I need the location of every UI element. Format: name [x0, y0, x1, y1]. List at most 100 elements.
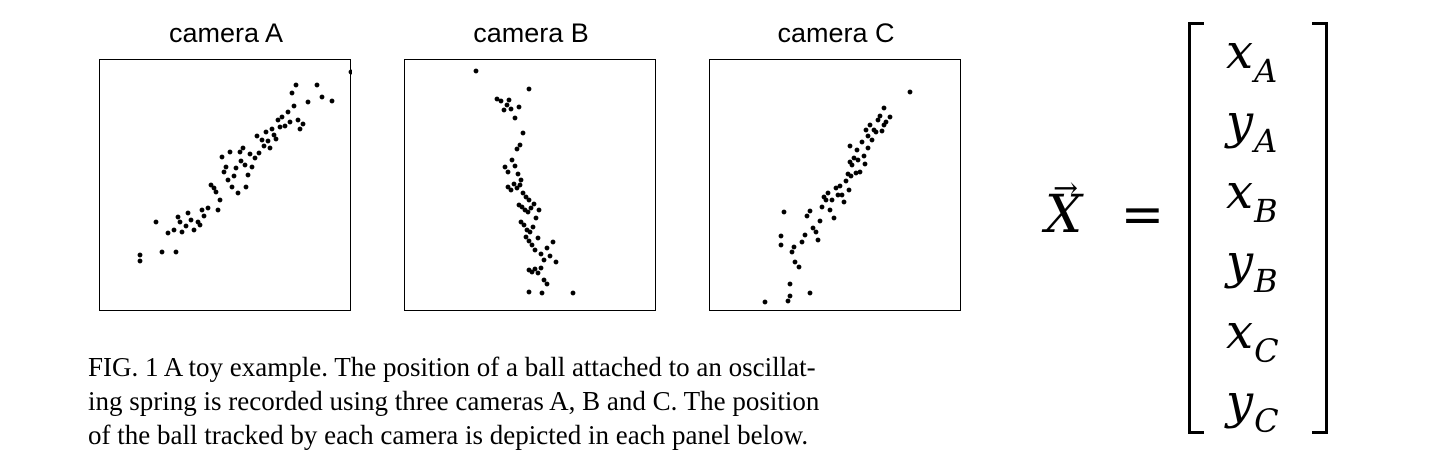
scatter-point	[175, 214, 181, 220]
scatter-point	[177, 219, 183, 225]
scatter-point	[512, 115, 518, 121]
scatter-point	[199, 207, 205, 213]
scatter-point	[508, 187, 514, 193]
scatter-point	[873, 129, 879, 135]
scatter-point	[523, 194, 529, 200]
scatter-point	[531, 201, 537, 207]
scatter-point	[273, 136, 279, 142]
scatter-point	[277, 124, 283, 130]
entry-sub: B	[1254, 262, 1278, 300]
scatter-point	[865, 145, 871, 151]
scatter-point	[807, 290, 813, 296]
scatter-point	[825, 190, 831, 196]
scatter-point	[529, 242, 535, 248]
scatter-point	[802, 232, 808, 238]
scatter-point	[233, 165, 239, 171]
scatter-point	[297, 126, 303, 132]
scatter-panel-camera-b	[404, 59, 656, 311]
scatter-point	[505, 169, 511, 175]
scatter-point	[762, 299, 768, 305]
vector-letter: X	[1045, 185, 1083, 245]
scatter-point	[287, 119, 293, 125]
scatter-point	[541, 257, 547, 263]
scatter-point	[240, 145, 246, 151]
scatter-point	[536, 207, 542, 213]
scatter-point	[518, 177, 524, 183]
scatter-point	[269, 126, 275, 132]
scatter-point	[275, 117, 281, 123]
scatter-point	[314, 82, 320, 88]
scatter-point	[520, 130, 526, 136]
scatter-point	[285, 109, 291, 115]
entry-sub: A	[1254, 122, 1278, 160]
scatter-point	[778, 242, 784, 248]
scatter-point	[305, 99, 311, 105]
vector-entry-ya: yA	[1226, 94, 1277, 160]
scatter-point	[829, 197, 835, 203]
scatter-point	[861, 153, 867, 159]
panel-title-camera-b: camera B	[473, 18, 589, 48]
scatter-point	[267, 145, 273, 151]
scatter-point	[533, 215, 539, 221]
scatter-point	[854, 147, 860, 153]
scatter-point	[544, 245, 550, 251]
scatter-point	[509, 157, 515, 163]
scatter-panel-camera-c	[709, 59, 961, 311]
scatter-point	[514, 146, 520, 152]
scatter-point	[778, 233, 784, 239]
scatter-point	[887, 114, 893, 120]
scatter-point	[846, 187, 852, 193]
scatter-point	[787, 281, 793, 287]
scatter-point	[791, 244, 797, 250]
scatter-point	[847, 143, 853, 149]
scatter-point	[504, 102, 510, 108]
scatter-point	[247, 151, 253, 157]
scatter-point	[819, 204, 825, 210]
panel-title-camera-a: camera A	[168, 18, 284, 48]
scatter-point	[219, 154, 225, 160]
scatter-point	[863, 127, 869, 133]
scatter-point	[837, 183, 843, 189]
scatter-point	[521, 222, 527, 228]
entry-sub: B	[1254, 192, 1278, 230]
scatter-point	[792, 259, 798, 265]
entry-var: x	[1226, 304, 1254, 360]
scatter-point	[502, 164, 508, 170]
scatter-point	[527, 229, 533, 235]
scatter-point	[271, 132, 277, 138]
vector-entry-xb: xB	[1226, 164, 1278, 230]
scatter-point	[570, 290, 576, 296]
scatter-point	[265, 138, 271, 144]
scatter-point	[165, 230, 171, 236]
scatter-point	[215, 207, 221, 213]
scatter-point	[841, 199, 847, 205]
scatter-point	[526, 197, 532, 203]
scatter-point	[517, 142, 523, 148]
scatter-point	[526, 289, 532, 295]
scatter-point	[217, 197, 223, 203]
equation-lhs: → X =	[1045, 171, 1164, 245]
vector-entry-xc: xC	[1226, 304, 1279, 370]
scatter-point	[520, 190, 526, 196]
scatter-point	[539, 290, 545, 296]
scatter-plot-camera-c	[762, 89, 913, 305]
scatter-point	[498, 98, 504, 104]
scatter-point	[831, 215, 837, 221]
scatter-point	[544, 281, 550, 287]
scatter-point	[137, 258, 143, 264]
scatter-point	[853, 170, 859, 176]
scatter-point	[256, 150, 262, 156]
scatter-point	[291, 103, 297, 109]
scatter-point	[528, 205, 534, 211]
scatter-point	[519, 204, 525, 210]
scatter-point	[201, 213, 207, 219]
left-bracket	[1188, 22, 1204, 434]
figure-caption: FIG. 1 A toy example. The position of a …	[88, 350, 988, 452]
scatter-point	[225, 177, 231, 183]
scatter-point	[514, 185, 520, 191]
vector-entry-xa: xA	[1226, 24, 1277, 90]
scatter-point	[238, 158, 244, 164]
scatter-point	[191, 227, 197, 233]
scatter-point	[785, 298, 791, 304]
scatter-point	[881, 105, 887, 111]
